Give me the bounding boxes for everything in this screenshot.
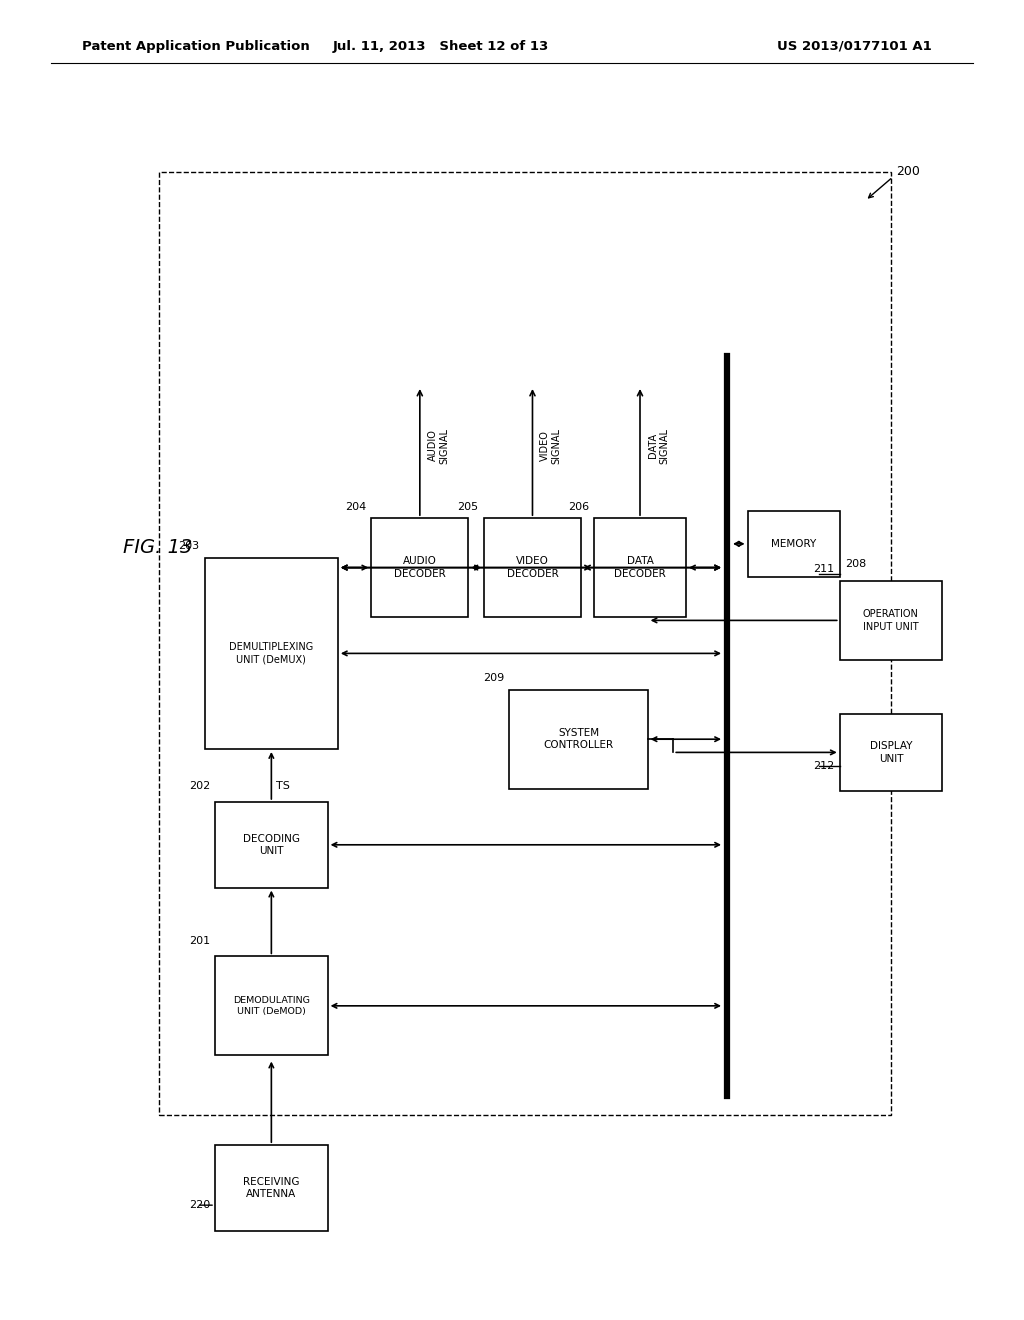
- Text: VIDEO
SIGNAL: VIDEO SIGNAL: [540, 428, 562, 463]
- FancyBboxPatch shape: [748, 511, 840, 577]
- Text: MEMORY: MEMORY: [771, 539, 816, 549]
- Text: OPERATION
INPUT UNIT: OPERATION INPUT UNIT: [863, 610, 919, 631]
- Text: Patent Application Publication: Patent Application Publication: [82, 40, 309, 53]
- Text: DATA
DECODER: DATA DECODER: [614, 557, 666, 578]
- FancyBboxPatch shape: [205, 557, 338, 750]
- Text: FIG. 13: FIG. 13: [123, 539, 193, 557]
- Text: 212: 212: [813, 760, 835, 771]
- Text: 205: 205: [458, 502, 479, 512]
- Text: DEMULTIPLEXING
UNIT (DeMUX): DEMULTIPLEXING UNIT (DeMUX): [229, 643, 313, 664]
- Text: 211: 211: [813, 564, 835, 574]
- FancyBboxPatch shape: [509, 689, 647, 788]
- FancyBboxPatch shape: [215, 956, 328, 1056]
- FancyBboxPatch shape: [840, 581, 942, 660]
- Text: DEMODULATING
UNIT (DeMOD): DEMODULATING UNIT (DeMOD): [232, 995, 310, 1016]
- Text: DISPLAY
UNIT: DISPLAY UNIT: [869, 742, 912, 763]
- Text: 200: 200: [896, 165, 920, 178]
- Text: DATA
SIGNAL: DATA SIGNAL: [647, 428, 670, 463]
- Text: VIDEO
DECODER: VIDEO DECODER: [507, 557, 558, 578]
- FancyBboxPatch shape: [840, 714, 942, 791]
- Text: 208: 208: [845, 558, 866, 569]
- FancyBboxPatch shape: [594, 519, 686, 618]
- Text: US 2013/0177101 A1: US 2013/0177101 A1: [777, 40, 932, 53]
- Text: DECODING
UNIT: DECODING UNIT: [243, 834, 300, 855]
- Text: 204: 204: [345, 502, 367, 512]
- FancyBboxPatch shape: [371, 519, 469, 618]
- Text: AUDIO
SIGNAL: AUDIO SIGNAL: [427, 428, 450, 463]
- Text: 203: 203: [178, 541, 200, 552]
- Text: 206: 206: [567, 502, 589, 512]
- Text: 209: 209: [483, 673, 504, 684]
- FancyBboxPatch shape: [484, 519, 582, 618]
- Text: RECEIVING
ANTENNA: RECEIVING ANTENNA: [243, 1177, 300, 1199]
- FancyBboxPatch shape: [215, 801, 328, 887]
- Text: SYSTEM
CONTROLLER: SYSTEM CONTROLLER: [544, 729, 613, 750]
- Text: 202: 202: [188, 781, 210, 792]
- Text: Jul. 11, 2013   Sheet 12 of 13: Jul. 11, 2013 Sheet 12 of 13: [332, 40, 549, 53]
- Text: 220: 220: [188, 1200, 210, 1210]
- Text: AUDIO
DECODER: AUDIO DECODER: [394, 557, 445, 578]
- Text: 201: 201: [188, 936, 210, 945]
- FancyBboxPatch shape: [215, 1144, 328, 1230]
- Text: TS: TS: [276, 781, 291, 792]
